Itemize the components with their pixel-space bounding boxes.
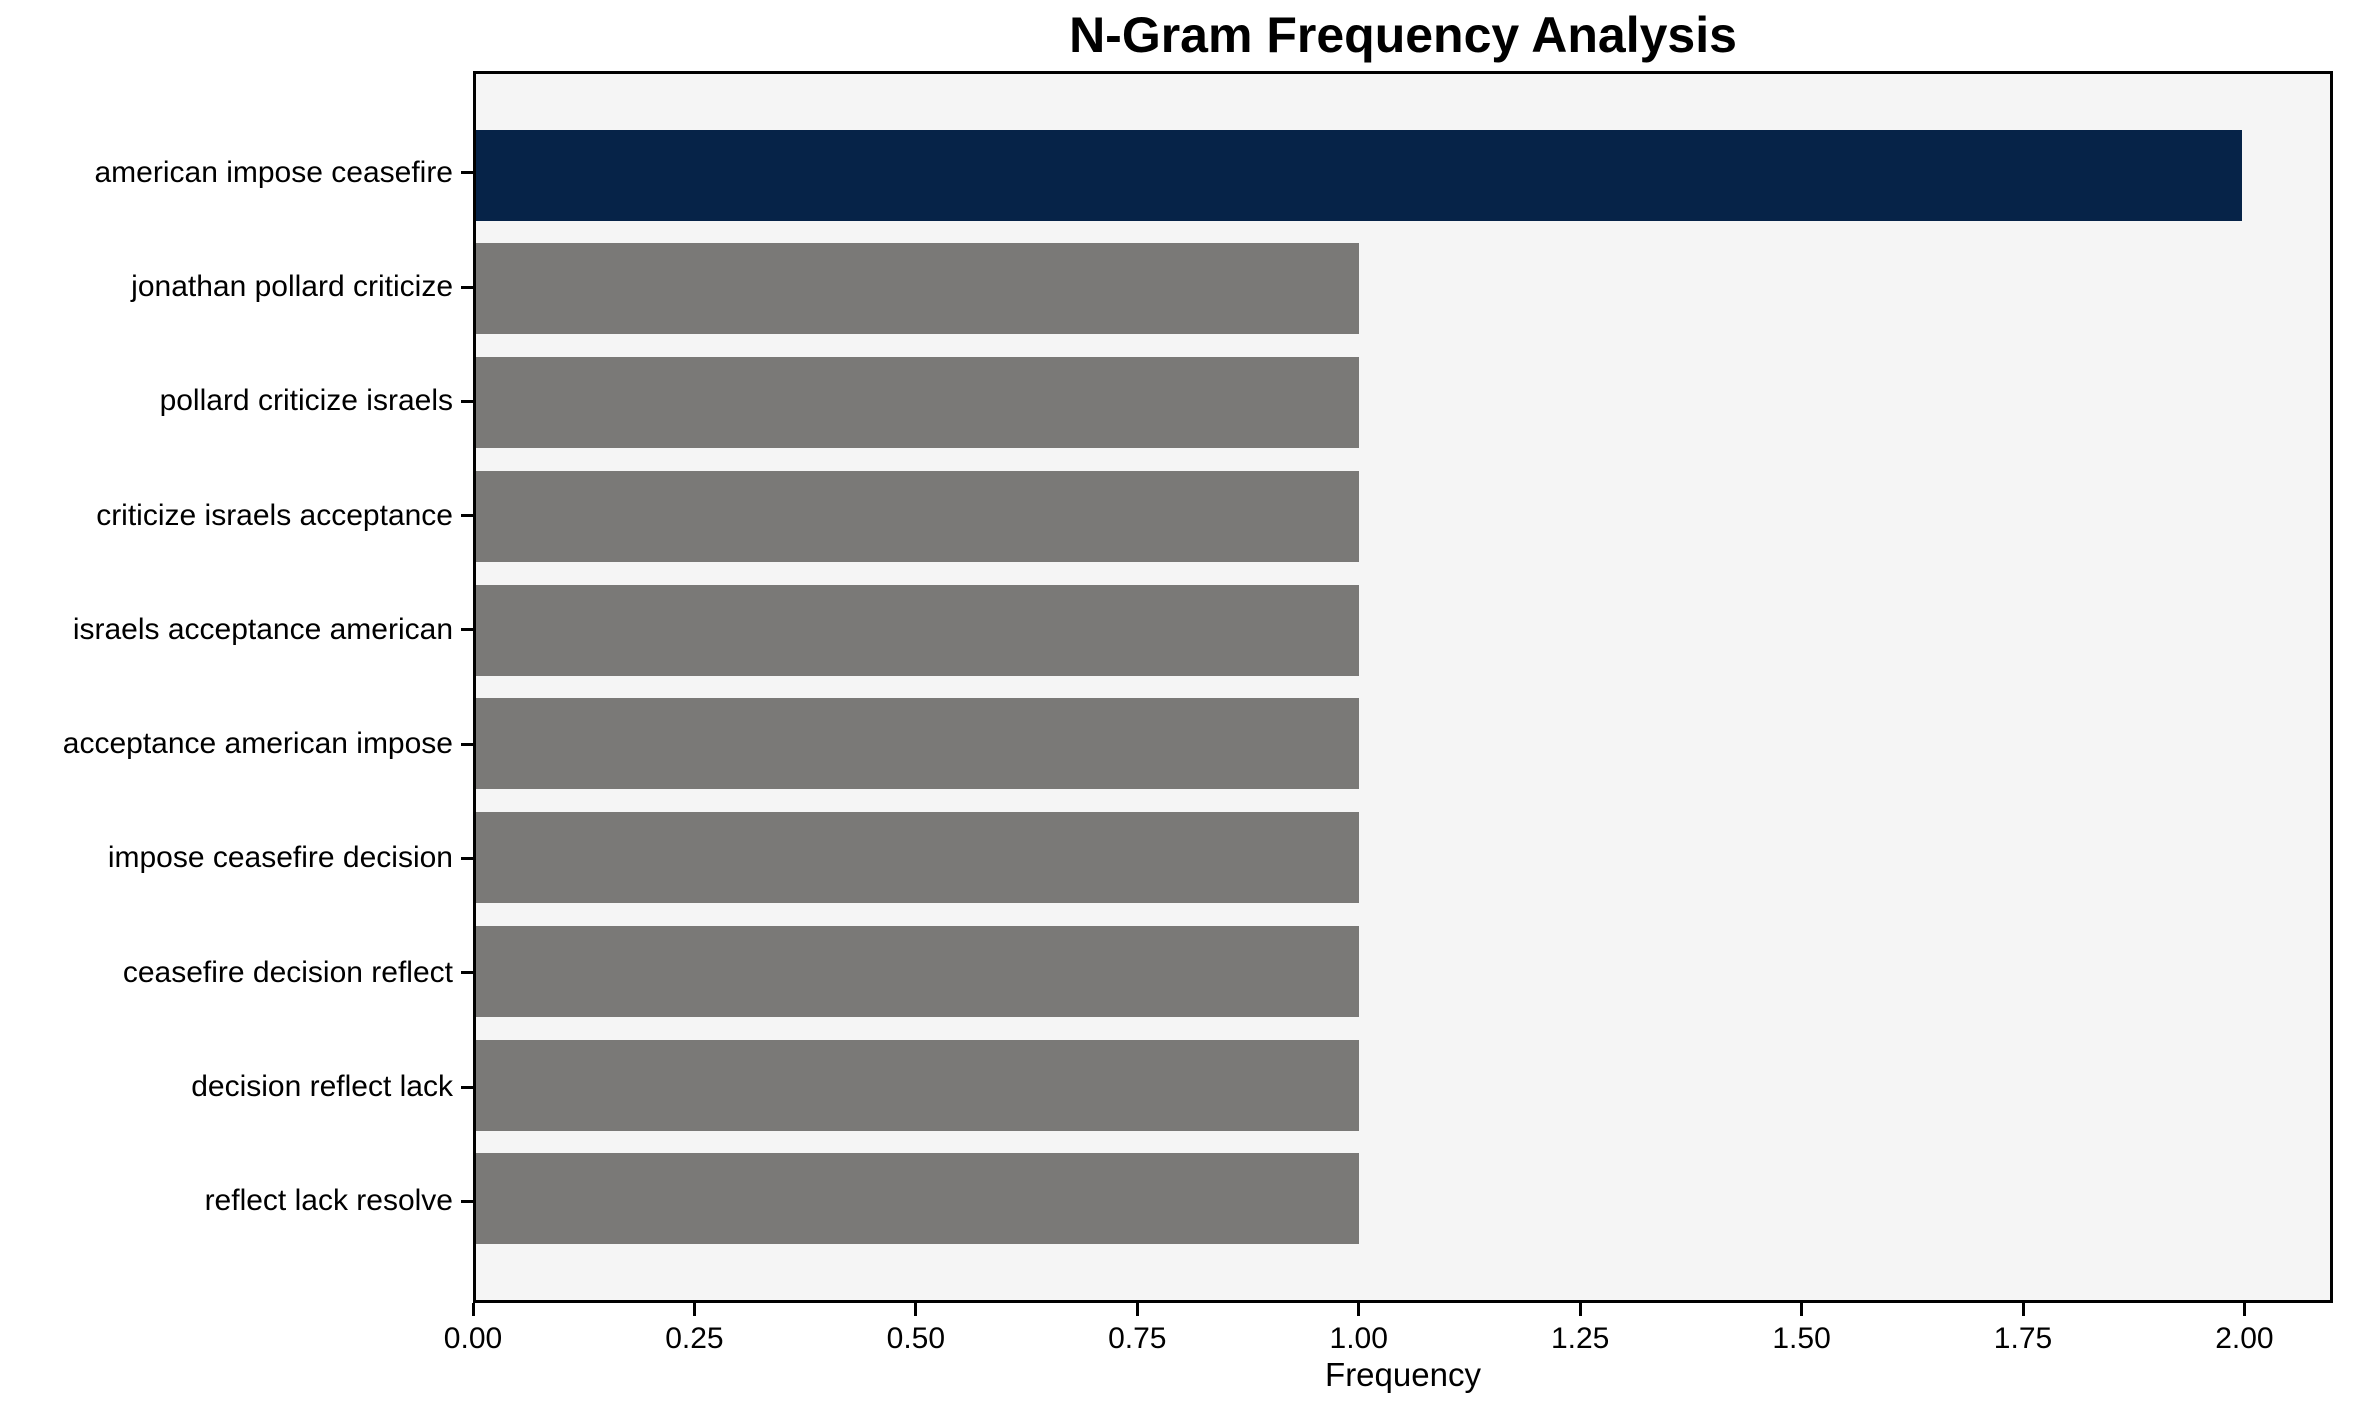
x-tick-mark <box>1800 1303 1804 1316</box>
bar-impose-ceasefire-decision <box>476 812 1359 904</box>
x-tick-label: 1.75 <box>1993 1322 2053 1355</box>
x-tick-mark <box>1135 1303 1139 1316</box>
x-tick-label: 1.00 <box>1329 1322 1388 1355</box>
bars-container <box>476 74 2330 1300</box>
y-tick-label: impose ceasefire decision <box>107 841 453 875</box>
x-tick-label: 0.00 <box>443 1322 503 1355</box>
x-tick-label: 0.75 <box>1108 1322 1167 1355</box>
y-tick-label: decision reflect lack <box>191 1070 453 1103</box>
chart-title: N-Gram Frequency Analysis <box>1069 7 1737 63</box>
y-tick-label: jonathan pollard criticize <box>131 270 453 303</box>
bar-acceptance-american-impose <box>476 698 1359 790</box>
x-tick-mark <box>1578 1303 1582 1316</box>
bar-israels-acceptance-american <box>476 584 1359 676</box>
bar-pollard-criticize-israels <box>476 357 1359 449</box>
x-tick-label: 0.25 <box>665 1322 724 1355</box>
y-tick-label: pollard criticize israels <box>159 384 453 418</box>
bar-jonathan-pollard-criticize <box>476 243 1359 335</box>
y-tick-label: acceptance american impose <box>62 727 453 761</box>
x-tick-mark <box>1357 1303 1361 1316</box>
x-tick-label: 1.50 <box>1772 1322 1831 1355</box>
x-tick-mark <box>692 1303 696 1316</box>
x-tick-mark <box>914 1303 918 1316</box>
y-tick-mark <box>461 856 473 860</box>
y-tick-mark <box>461 514 473 518</box>
y-tick-mark <box>461 1199 473 1203</box>
y-tick-label: reflect lack resolve <box>204 1184 453 1218</box>
bar-reflect-lack-resolve <box>476 1153 1359 1245</box>
y-tick-mark <box>461 399 473 403</box>
x-tick-label: 0.50 <box>886 1322 946 1355</box>
x-tick-mark <box>471 1303 475 1316</box>
bar-ceasefire-decision-reflect <box>476 925 1359 1017</box>
y-tick-label: american impose ceasefire <box>94 155 454 189</box>
y-tick-mark <box>461 171 473 175</box>
plot-area <box>473 71 2333 1303</box>
x-tick-label: 1.25 <box>1550 1322 1610 1355</box>
y-tick-label: criticize israels acceptance <box>96 498 453 532</box>
bar-decision-reflect-lack <box>476 1039 1359 1131</box>
x-tick-mark <box>2242 1303 2246 1316</box>
y-tick-mark <box>461 628 473 632</box>
y-tick-label: ceasefire decision reflect <box>122 955 453 989</box>
y-tick-mark <box>461 742 473 746</box>
y-tick-mark <box>461 285 473 289</box>
y-tick-mark <box>461 971 473 975</box>
x-tick-label: 2.00 <box>2215 1322 2274 1355</box>
y-tick-label: israels acceptance american <box>72 612 453 646</box>
bar-american-impose-ceasefire <box>476 129 2242 221</box>
x-axis-label: Frequency <box>1325 1356 1481 1393</box>
bar-criticize-israels-acceptance <box>476 470 1359 562</box>
y-tick-mark <box>461 1085 473 1089</box>
x-tick-mark <box>2021 1303 2025 1316</box>
